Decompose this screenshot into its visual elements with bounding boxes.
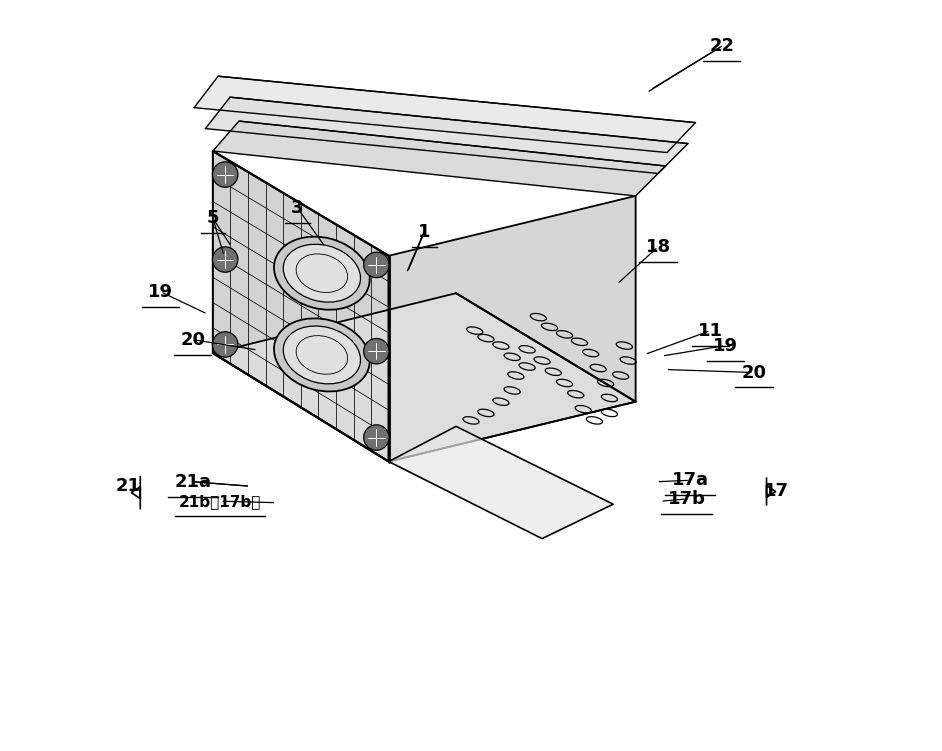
Circle shape [364,252,389,278]
Ellipse shape [274,237,370,309]
Text: 11: 11 [698,321,723,339]
Polygon shape [213,151,389,462]
Text: 1: 1 [418,223,430,241]
Text: 21b（17b）: 21b（17b） [179,493,262,508]
Polygon shape [387,299,391,309]
Circle shape [213,247,238,272]
Circle shape [364,339,389,364]
Polygon shape [213,121,666,196]
Text: 3: 3 [291,199,303,217]
Text: 20: 20 [741,363,767,382]
Polygon shape [387,365,391,376]
Polygon shape [389,427,613,538]
Text: 21a: 21a [174,472,211,490]
Polygon shape [194,76,695,152]
Text: 17b: 17b [668,490,706,508]
Polygon shape [387,398,391,409]
Text: 20: 20 [180,330,205,348]
Ellipse shape [284,326,361,384]
Text: 22: 22 [709,38,734,56]
Polygon shape [389,196,636,462]
Text: 19: 19 [713,336,738,354]
Polygon shape [387,266,391,276]
Text: 17: 17 [764,482,788,500]
Circle shape [213,161,238,187]
Ellipse shape [274,318,370,391]
Text: 17a: 17a [672,471,708,489]
Text: 18: 18 [645,238,671,256]
Polygon shape [387,332,391,342]
Polygon shape [213,293,636,462]
Text: 5: 5 [206,210,219,228]
Circle shape [364,425,389,451]
Polygon shape [387,260,391,458]
Polygon shape [205,97,688,173]
Text: 21: 21 [116,477,140,495]
Text: 19: 19 [148,282,173,300]
Polygon shape [387,431,391,442]
Circle shape [213,332,238,357]
Ellipse shape [284,244,361,302]
